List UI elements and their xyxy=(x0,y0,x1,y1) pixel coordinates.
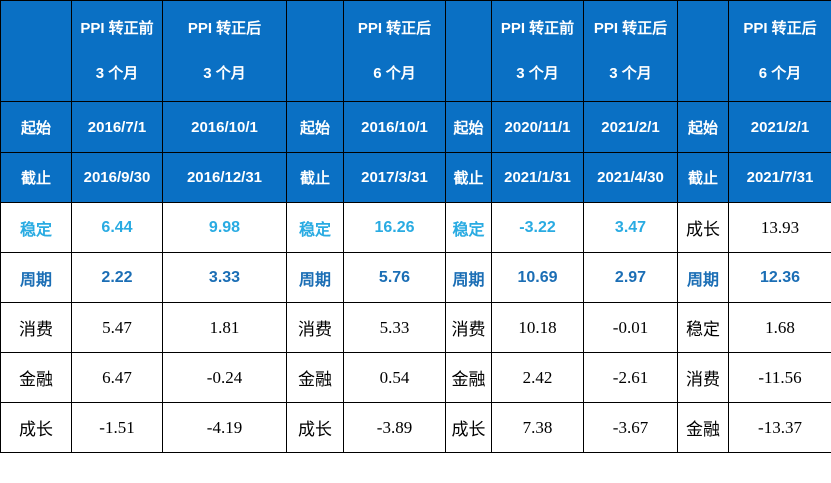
header-title: PPI 转正后 xyxy=(593,20,668,37)
value-cell: -0.01 xyxy=(584,303,678,353)
value-cell: 10.69 xyxy=(492,253,584,303)
row-label-cell: 消费 xyxy=(446,303,492,353)
value-cell: 2.42 xyxy=(492,353,584,403)
column-header-cell: PPI 转正前 3 个月 xyxy=(492,1,584,102)
value-cell: -2.61 xyxy=(584,353,678,403)
row-label-cell: 消费 xyxy=(1,303,72,353)
row-label-cell: 成长 xyxy=(678,203,729,253)
date-cell: 2021/7/31 xyxy=(729,153,831,203)
row-label-cell: 稳定 xyxy=(1,203,72,253)
header-title: PPI 转正后 xyxy=(187,20,262,37)
header-subtitle: 6 个月 xyxy=(758,65,802,82)
column-header-cell: PPI 转正后 6 个月 xyxy=(729,1,831,102)
header-title: PPI 转正前 xyxy=(80,20,154,37)
row-label-cell: 周期 xyxy=(1,253,72,303)
date-cell: 2017/3/31 xyxy=(344,153,446,203)
row-label-cell: 截止 xyxy=(287,153,344,203)
date-cell: 2021/2/1 xyxy=(584,102,678,153)
date-cell: 2016/10/1 xyxy=(163,102,287,153)
row-label-cell: 截止 xyxy=(678,153,729,203)
row-label-cell: 成长 xyxy=(287,403,344,453)
header-subtitle: 3 个月 xyxy=(516,65,559,82)
row-label-cell: 消费 xyxy=(678,353,729,403)
row-label-cell: 起始 xyxy=(1,102,72,153)
header-spacer-cell xyxy=(446,1,492,102)
value-cell: 5.33 xyxy=(344,303,446,353)
row-label-cell: 消费 xyxy=(287,303,344,353)
value-cell: -11.56 xyxy=(729,353,831,403)
column-header-cell: PPI 转正后 6 个月 xyxy=(344,1,446,102)
column-header-cell: PPI 转正前 3 个月 xyxy=(72,1,163,102)
row-label-cell: 成长 xyxy=(1,403,72,453)
value-cell: 1.81 xyxy=(163,303,287,353)
row-label-cell: 起始 xyxy=(678,102,729,153)
value-cell: -3.89 xyxy=(344,403,446,453)
value-cell: 5.76 xyxy=(344,253,446,303)
header-spacer-cell xyxy=(678,1,729,102)
value-cell: 2.22 xyxy=(72,253,163,303)
value-cell: 5.47 xyxy=(72,303,163,353)
value-cell: -13.37 xyxy=(729,403,831,453)
value-cell: -4.19 xyxy=(163,403,287,453)
value-cell: 12.36 xyxy=(729,253,831,303)
row-label-cell: 起始 xyxy=(287,102,344,153)
date-cell: 2016/12/31 xyxy=(163,153,287,203)
header-subtitle: 6 个月 xyxy=(373,65,416,82)
value-cell: 1.68 xyxy=(729,303,831,353)
ppi-factor-return-table: PPI 转正前 3 个月 PPI 转正后 3 个月 PPI 转正后 6 个月 P… xyxy=(0,0,831,453)
value-cell: 2.97 xyxy=(584,253,678,303)
row-label-cell: 稳定 xyxy=(287,203,344,253)
value-cell: -1.51 xyxy=(72,403,163,453)
value-cell: 0.54 xyxy=(344,353,446,403)
header-spacer-cell xyxy=(287,1,344,102)
value-cell: 3.33 xyxy=(163,253,287,303)
date-cell: 2016/7/1 xyxy=(72,102,163,153)
value-cell: 9.98 xyxy=(163,203,287,253)
row-label-cell: 稳定 xyxy=(446,203,492,253)
value-cell: -0.24 xyxy=(163,353,287,403)
row-label-cell: 截止 xyxy=(1,153,72,203)
column-header-cell: PPI 转正后 3 个月 xyxy=(163,1,287,102)
date-cell: 2016/9/30 xyxy=(72,153,163,203)
row-label-cell: 金融 xyxy=(287,353,344,403)
row-label-cell: 成长 xyxy=(446,403,492,453)
date-cell: 2020/11/1 xyxy=(492,102,584,153)
value-cell: 16.26 xyxy=(344,203,446,253)
value-cell: 7.38 xyxy=(492,403,584,453)
header-title: PPI 转正后 xyxy=(357,20,432,37)
date-cell: 2021/2/1 xyxy=(729,102,831,153)
value-cell: 13.93 xyxy=(729,203,831,253)
header-title: PPI 转正后 xyxy=(743,20,817,37)
row-label-cell: 起始 xyxy=(446,102,492,153)
row-label-cell: 金融 xyxy=(678,403,729,453)
row-label-cell: 周期 xyxy=(287,253,344,303)
header-subtitle: 3 个月 xyxy=(95,65,139,82)
value-cell: 3.47 xyxy=(584,203,678,253)
column-header-cell: PPI 转正后 3 个月 xyxy=(584,1,678,102)
date-cell: 2016/10/1 xyxy=(344,102,446,153)
row-label-cell: 稳定 xyxy=(678,303,729,353)
row-label-cell: 周期 xyxy=(678,253,729,303)
header-subtitle: 3 个月 xyxy=(609,65,652,82)
row-label-cell: 金融 xyxy=(446,353,492,403)
value-cell: 6.47 xyxy=(72,353,163,403)
header-title: PPI 转正前 xyxy=(500,20,575,37)
value-cell: 10.18 xyxy=(492,303,584,353)
header-subtitle: 3 个月 xyxy=(203,65,246,82)
row-label-cell: 金融 xyxy=(1,353,72,403)
value-cell: 6.44 xyxy=(72,203,163,253)
value-cell: -3.67 xyxy=(584,403,678,453)
date-cell: 2021/4/30 xyxy=(584,153,678,203)
value-cell: -3.22 xyxy=(492,203,584,253)
header-spacer-cell xyxy=(1,1,72,102)
date-cell: 2021/1/31 xyxy=(492,153,584,203)
row-label-cell: 截止 xyxy=(446,153,492,203)
row-label-cell: 周期 xyxy=(446,253,492,303)
